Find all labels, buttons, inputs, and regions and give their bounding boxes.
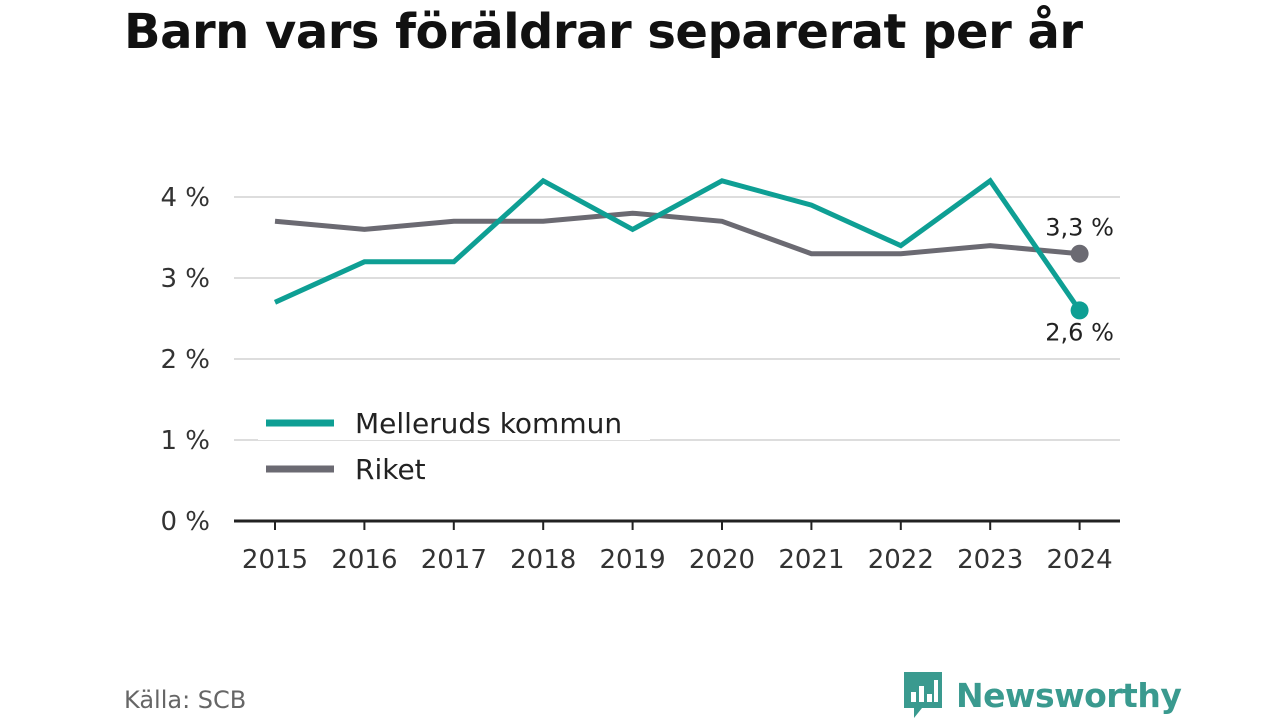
legend-label: Melleruds kommun — [355, 407, 622, 440]
legend-background — [258, 398, 650, 440]
series-line — [273, 177, 1082, 312]
end-value-label: 3,3 % — [1045, 214, 1114, 242]
x-tick-label: 2016 — [331, 545, 397, 575]
x-tick-label: 2018 — [510, 545, 576, 575]
legend-label: Riket — [355, 453, 426, 486]
chart-title: Barn vars föräldrar separerat per år — [124, 4, 1083, 60]
x-tick-label: 2023 — [957, 545, 1023, 575]
legend: Melleruds kommun Riket — [258, 398, 650, 486]
y-tick-label: 1 % — [160, 426, 210, 456]
x-tick-label: 2020 — [689, 545, 755, 575]
x-tick-label: 2022 — [868, 545, 934, 575]
x-tick-label: 2019 — [600, 545, 666, 575]
series-end-marker — [1070, 244, 1089, 263]
source-note: Källa: SCB — [124, 686, 247, 714]
brand-logo: Newsworthy — [902, 670, 1182, 720]
series-lines — [273, 177, 1089, 320]
y-tick-label: 0 % — [160, 507, 210, 537]
x-tick-label: 2024 — [1047, 545, 1113, 575]
y-tick-label: 3 % — [160, 264, 210, 294]
y-tick-label: 2 % — [160, 345, 210, 375]
series-end-marker — [1070, 301, 1089, 320]
series-line — [274, 210, 1080, 257]
y-axis-ticks: 0 % 1 % 2 % 3 % 4 % — [160, 183, 210, 537]
x-axis: 2015 2016 2017 2018 2019 2020 2021 2022 2023 2024 — [234, 519, 1120, 575]
x-tick-label: 2017 — [421, 545, 487, 575]
end-labels: 2,6 % 3,3 % — [1045, 214, 1114, 347]
x-tick-label: 2021 — [778, 545, 844, 575]
end-value-label: 2,6 % — [1045, 318, 1114, 346]
bar-chart-speech-bubble-icon — [904, 672, 942, 718]
brand-name: Newsworthy — [956, 675, 1182, 715]
y-tick-label: 4 % — [160, 183, 210, 213]
x-tick-label: 2015 — [242, 545, 308, 575]
